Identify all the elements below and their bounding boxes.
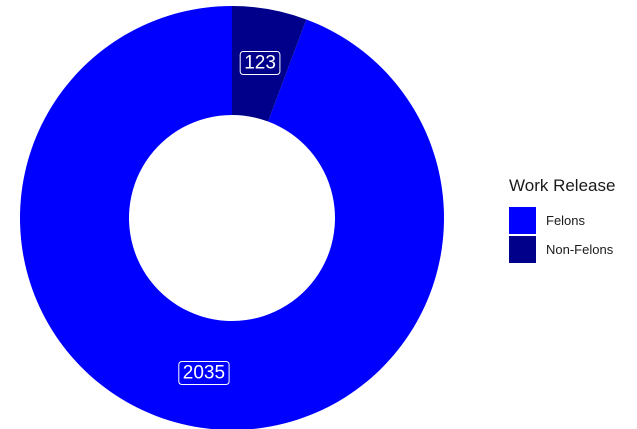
legend-swatch-felons <box>509 207 536 234</box>
legend-item-felons: Felons <box>509 206 615 235</box>
legend-label-felons: Felons <box>546 213 586 228</box>
data-label-box <box>178 360 230 385</box>
legend-item-non-felons: Non-Felons <box>509 235 615 264</box>
legend-title: Work Release <box>509 176 616 195</box>
data-label-text: 2035 <box>183 362 225 383</box>
legend-swatch-non-felons <box>509 236 536 263</box>
legend-label-non-felons: Non-Felons <box>546 242 614 257</box>
data-label-felons: 2035 <box>178 360 230 385</box>
data-label-box <box>239 51 281 76</box>
donut-slice-non-felons <box>232 6 307 122</box>
legend: Work Release Felons Non-Felons <box>509 176 615 264</box>
data-label-text: 123 <box>244 53 276 74</box>
donut-slice-felons <box>20 6 444 429</box>
data-label-non-felons: 123 <box>239 51 281 76</box>
